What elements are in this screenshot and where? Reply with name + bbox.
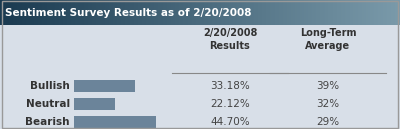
Text: Bullish: Bullish xyxy=(30,81,70,91)
Text: Sentiment Survey Results as of 2/20/2008: Sentiment Survey Results as of 2/20/2008 xyxy=(5,8,251,18)
Text: 2/20/2008
Results: 2/20/2008 Results xyxy=(203,28,257,51)
Text: Bearish: Bearish xyxy=(26,117,70,127)
FancyBboxPatch shape xyxy=(74,98,115,110)
Text: Long-Term
Average: Long-Term Average xyxy=(300,28,356,51)
Text: 29%: 29% xyxy=(316,117,340,127)
FancyBboxPatch shape xyxy=(74,116,156,128)
Text: 22.12%: 22.12% xyxy=(210,99,250,109)
Text: 39%: 39% xyxy=(316,81,340,91)
Text: 33.18%: 33.18% xyxy=(210,81,250,91)
Text: 44.70%: 44.70% xyxy=(210,117,250,127)
Text: Neutral: Neutral xyxy=(26,99,70,109)
FancyBboxPatch shape xyxy=(74,80,135,92)
Text: 32%: 32% xyxy=(316,99,340,109)
